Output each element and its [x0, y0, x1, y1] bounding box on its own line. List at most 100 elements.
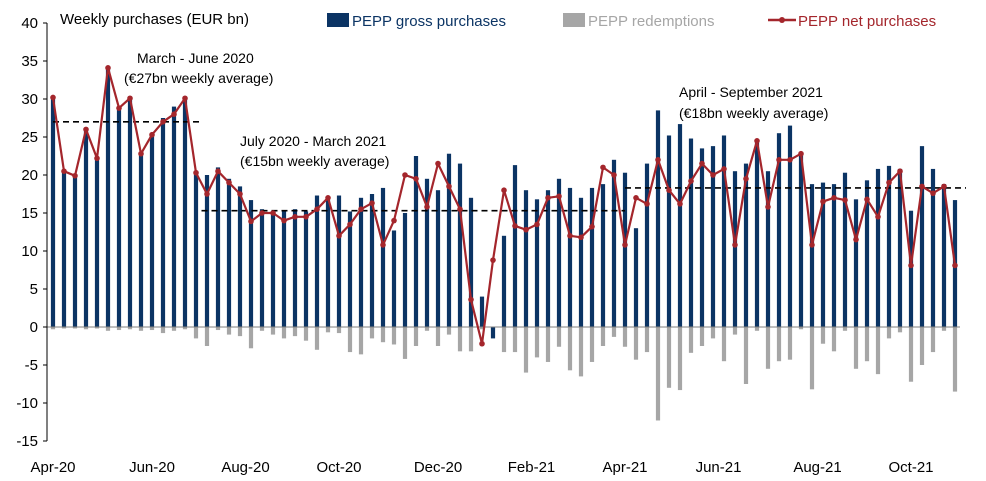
redemption-bar [721, 327, 727, 362]
gross-bar [699, 148, 705, 327]
gross-bar [215, 167, 221, 327]
annotation-2: July 2020 - March 2021 (€15bn weekly ave… [240, 133, 389, 169]
x-tick-label: Oct-21 [888, 459, 933, 476]
net-point [633, 195, 639, 201]
redemption-bar [413, 327, 419, 346]
gross-bar [259, 209, 265, 327]
redemption-bar [809, 327, 815, 390]
net-point [809, 242, 815, 248]
gross-bar [171, 106, 177, 327]
x-tick-label: Aug-21 [793, 459, 841, 476]
gross-bar [303, 211, 309, 327]
redemption-bar [435, 327, 441, 346]
redemption-bar [787, 327, 793, 360]
redemption-bar [226, 327, 232, 335]
gross-bar [677, 124, 683, 327]
redemption-bar [204, 327, 210, 346]
redemption-bar [347, 327, 353, 353]
legend: PEPP gross purchases PEPP redemptions PE… [327, 13, 936, 30]
redemption-bar [105, 327, 111, 331]
redemption-bar [149, 327, 155, 331]
gross-bar [83, 129, 89, 327]
gross-bar [556, 178, 562, 327]
redemption-bar [941, 327, 947, 331]
net-point [380, 242, 386, 248]
gross-bar [721, 135, 727, 327]
gross-bar [270, 211, 276, 327]
net-point [116, 105, 122, 111]
gross-bar [160, 118, 166, 327]
net-point [369, 200, 375, 206]
gross-bar [622, 172, 628, 327]
net-point [919, 183, 925, 190]
gross-bar [941, 184, 947, 327]
redemption-bar [743, 327, 749, 384]
gross-bar [600, 184, 606, 327]
net-point [611, 172, 617, 178]
redemption-bar [534, 327, 540, 358]
gross-bar [402, 213, 408, 327]
redemption-bar [281, 327, 287, 339]
net-point [50, 94, 56, 101]
net-point [864, 196, 870, 203]
net-point [820, 198, 826, 205]
gross-bar [732, 171, 738, 327]
net-purchases-series [50, 65, 958, 347]
y-tick-label: 5 [30, 281, 38, 298]
net-point [831, 195, 837, 201]
net-point [556, 193, 562, 200]
redemption-bar [314, 327, 320, 350]
legend-swatch-gross [327, 13, 349, 27]
gross-bar [798, 152, 804, 327]
redemption-bar [457, 327, 463, 352]
redemption-bar [897, 327, 903, 333]
y-axis-title: Weekly purchases (EUR bn) [60, 11, 249, 28]
redemption-bar [259, 327, 265, 331]
redemption-bar [182, 327, 188, 330]
net-point [204, 191, 210, 197]
net-point [853, 236, 859, 243]
redemption-bar [655, 327, 661, 421]
gross-bar [710, 146, 716, 327]
redemption-bar [61, 327, 67, 329]
net-point [446, 183, 452, 190]
redemption-bar [567, 327, 573, 371]
annotation-1: March - June 2020 (€27bn weekly average) [124, 50, 273, 86]
net-point [655, 157, 661, 163]
gross-bar [182, 97, 188, 327]
redemption-bar [171, 327, 177, 331]
redemptions-bars [50, 327, 958, 421]
y-tick-label: 0 [30, 319, 38, 336]
gross-bar [116, 106, 122, 327]
redemption-bar [424, 327, 430, 331]
redemption-bar [710, 327, 716, 339]
net-point [435, 160, 441, 167]
gross-bar [138, 152, 144, 327]
redemption-bar [930, 327, 936, 353]
net-point [875, 214, 881, 220]
gross-bar [358, 197, 364, 327]
redemption-bar [589, 327, 595, 362]
y-tick-label: 20 [21, 167, 38, 184]
net-point [336, 233, 342, 239]
annotation-2-line1: July 2020 - March 2021 [240, 133, 387, 149]
x-tick-label: Feb-21 [508, 459, 556, 476]
net-point [534, 221, 540, 228]
redemption-bar [72, 327, 78, 329]
legend-label-gross: PEPP gross purchases [352, 13, 506, 30]
redemption-bar [369, 327, 375, 339]
redemption-bar [248, 327, 254, 349]
net-point [292, 214, 298, 220]
gross-bar [369, 194, 375, 327]
y-tick-label: -15 [16, 433, 38, 450]
gross-bar [72, 175, 78, 327]
redemption-bar [545, 327, 551, 362]
net-point [666, 187, 672, 193]
redemption-bar [622, 327, 628, 347]
redemption-bar [391, 327, 397, 345]
gross-bar [490, 327, 496, 339]
gross-bar [644, 163, 650, 327]
gross-bar [237, 186, 243, 327]
net-point [600, 164, 606, 171]
